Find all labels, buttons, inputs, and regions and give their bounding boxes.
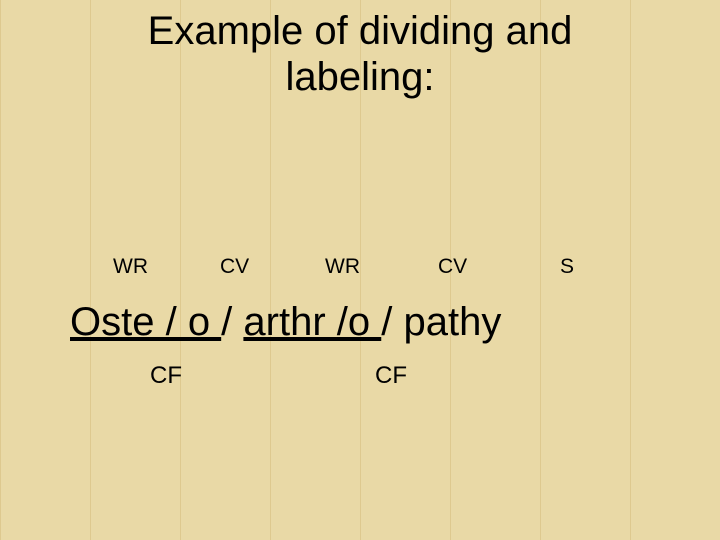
- slide-title: Example of dividing and labeling:: [0, 8, 720, 100]
- bottom-label-0: CF: [150, 362, 182, 390]
- word-segment-1: /: [221, 300, 243, 344]
- word-segment-0: Oste / o: [70, 300, 221, 344]
- title-line-1: Example of dividing and: [148, 9, 573, 53]
- top-label-1: CV: [220, 255, 249, 279]
- word-segment-3: / pathy: [381, 300, 501, 344]
- top-label-4: S: [560, 255, 574, 279]
- top-label-3: CV: [438, 255, 467, 279]
- word-breakdown: Oste / o / arthr /o / pathy: [0, 300, 720, 345]
- word-segment-2: arthr /o: [243, 300, 381, 344]
- bottom-label-1: CF: [375, 362, 407, 390]
- slide: Example of dividing and labeling: WR CV WR…: [0, 0, 720, 540]
- top-label-0: WR: [113, 255, 148, 279]
- title-line-2: labeling:: [285, 55, 434, 99]
- top-label-2: WR: [325, 255, 360, 279]
